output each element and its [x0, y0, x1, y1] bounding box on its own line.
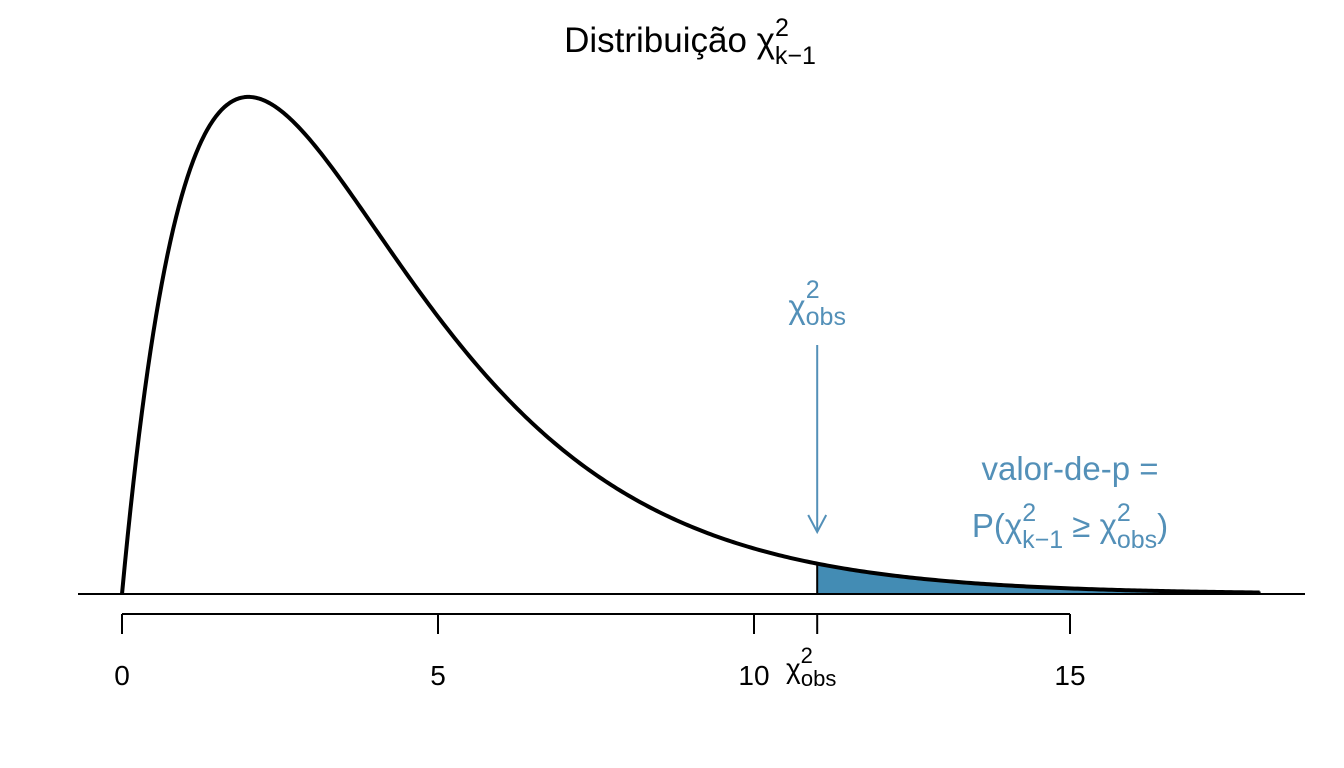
chart-title-sub: k−1 [775, 42, 816, 70]
x-axis-tick-label: 5 [430, 660, 446, 691]
p-value-sub1: k−1 [1022, 526, 1063, 554]
p-value-sup2: 2 [1117, 499, 1131, 527]
density-curve [120, 94, 1260, 595]
x-axis: 0 5 10 15 [114, 613, 1086, 691]
observed-arrow-annotation: χ2 obs [788, 276, 846, 535]
chart-title-text: Distribuição χ [564, 21, 775, 60]
p-value-line2: P(χ2 k−1 ≥ χ2 obs) [972, 499, 1168, 554]
p-value-sub2: obs [1117, 526, 1157, 554]
observed-tick-label-sup: 2 [801, 643, 813, 668]
chart-title: Distribuição χ2 k−1 [564, 14, 816, 70]
x-axis-tick-label: 0 [114, 660, 130, 691]
x-axis-ticks [121, 614, 1071, 634]
observed-tick-label-base: χ [786, 653, 801, 684]
observed-arrow-label-base: χ [788, 288, 805, 325]
observed-arrow-label-sub: obs [806, 303, 846, 331]
x-axis-tick-labels: 0 5 10 15 [114, 660, 1085, 691]
p-value-annotation: valor-de-p = P(χ2 k−1 ≥ χ2 obs) [972, 450, 1168, 554]
observed-arrow-label-sup: 2 [806, 276, 820, 304]
p-value-line1: valor-de-p = [981, 450, 1158, 487]
x-axis-tick-label: 10 [738, 660, 769, 691]
x-axis-tick-label: 15 [1054, 660, 1085, 691]
p-value-shaded-region [816, 562, 1261, 595]
observed-tick-label: χ2 obs [786, 643, 836, 691]
chart-title-sup: 2 [775, 14, 789, 42]
observed-arrow-head [807, 514, 828, 535]
p-value-open: P(χ [972, 507, 1022, 544]
p-value-sup1: 2 [1022, 499, 1036, 527]
observed-tick-label-sub: obs [801, 666, 836, 691]
observed-arrow-label: χ2 obs [788, 276, 846, 331]
p-value-close: ) [1157, 507, 1168, 544]
p-value-mid: ≥ χ [1063, 507, 1117, 544]
